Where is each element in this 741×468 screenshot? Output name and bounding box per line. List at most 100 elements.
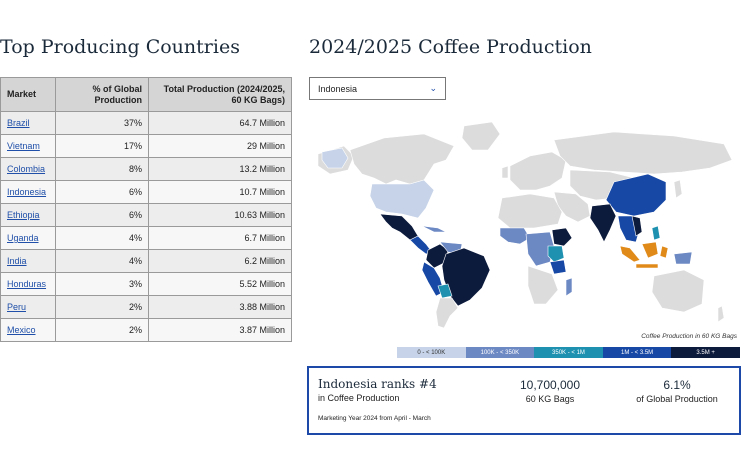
table-header-row: Market % of Global Production Total Prod… [0, 77, 292, 112]
map-country-tanzania [549, 259, 567, 275]
pct-cell: 4% [55, 249, 149, 273]
marketing-year-note: Marketing Year 2024 from April - March [318, 415, 431, 422]
legend-swatch: 3.5M + [671, 347, 740, 358]
rank-card: Indonesia ranks #4 in Coffee Production … [307, 366, 741, 435]
total-cell: 6.2 Million [148, 249, 292, 273]
map-country-papua [673, 251, 693, 265]
share-value: 6.1% [663, 378, 691, 392]
market-link[interactable]: Ethiopia [7, 210, 40, 220]
map-country-alaska-us [321, 147, 349, 169]
map-country-usa [369, 179, 435, 219]
pct-cell: 6% [55, 180, 149, 204]
market-cell: Mexico [0, 318, 56, 342]
share-label: of Global Production [636, 394, 718, 404]
map-land-south-cone [435, 297, 459, 329]
table-row: Uganda 4% 6.7 Million [0, 226, 292, 250]
table-row: Brazil 37% 64.7 Million [0, 111, 292, 135]
bags-value: 10,700,000 [519, 378, 581, 392]
country-select-value: Indonesia [318, 83, 358, 94]
market-link[interactable]: Peru [7, 302, 27, 312]
pct-cell: 37% [55, 111, 149, 135]
map-land-west-africa [499, 227, 531, 245]
map-country-mexico [379, 213, 419, 241]
market-cell: Uganda [0, 226, 56, 250]
bags-stat: 10,700,000 60 KG Bags [505, 378, 595, 404]
legend-swatch: 1M - < 3.5M [602, 347, 672, 358]
legend-swatch: 100K - < 350K [465, 347, 535, 358]
map-country-india [589, 203, 617, 243]
map-land-north-africa [497, 193, 563, 229]
map-land-japan [673, 179, 683, 199]
header-total-production[interactable]: Total Production (2024/2025, 60 KG Bags) [148, 77, 292, 112]
chevron-down-icon: ⌄ [429, 83, 437, 93]
market-cell: India [0, 249, 56, 273]
total-cell: 10.7 Million [148, 180, 292, 204]
total-cell: 3.88 Million [148, 295, 292, 319]
market-link[interactable]: Mexico [7, 325, 36, 335]
map-legend: 0 - < 100K 100K - < 350K 350K - < 1M 1M … [397, 347, 740, 358]
map-land-australia [651, 269, 705, 313]
map-country-uganda-kenya [547, 245, 565, 263]
table-row: India 4% 6.2 Million [0, 249, 292, 273]
legend-swatch: 0 - < 100K [397, 347, 466, 358]
market-link[interactable]: India [7, 256, 27, 266]
market-link[interactable]: Brazil [7, 118, 30, 128]
top-producers-table: Market % of Global Production Total Prod… [0, 77, 292, 342]
market-cell: Brazil [0, 111, 56, 135]
country-select[interactable]: Indonesia ⌄ [309, 77, 446, 100]
map-country-brazil [441, 247, 491, 307]
map-land-southern-africa [527, 265, 559, 305]
map-country-indonesia-borneo [641, 241, 659, 259]
table-row: Mexico 2% 3.87 Million [0, 318, 292, 342]
market-cell: Peru [0, 295, 56, 319]
market-cell: Honduras [0, 272, 56, 296]
total-cell: 13.2 Million [148, 157, 292, 181]
pct-cell: 4% [55, 226, 149, 250]
pct-cell: 2% [55, 295, 149, 319]
market-cell: Colombia [0, 157, 56, 181]
pct-cell: 8% [55, 157, 149, 181]
table-row: Colombia 8% 13.2 Million [0, 157, 292, 181]
map-country-vietnam [631, 215, 643, 237]
market-link[interactable]: Vietnam [7, 141, 40, 151]
total-cell: 64.7 Million [148, 111, 292, 135]
table-row: Ethiopia 6% 10.63 Million [0, 203, 292, 227]
map-land-europe [509, 151, 567, 191]
map-country-bolivia [437, 283, 453, 299]
table-row: Peru 2% 3.88 Million [0, 295, 292, 319]
map-country-indonesia-sumatra [619, 245, 641, 263]
map-country-madagascar [565, 277, 573, 297]
total-cell: 10.63 Million [148, 203, 292, 227]
market-link[interactable]: Uganda [7, 233, 39, 243]
header-pct-global[interactable]: % of Global Production [55, 77, 149, 112]
market-link[interactable]: Colombia [7, 164, 46, 174]
market-cell: Ethiopia [0, 203, 56, 227]
header-market[interactable]: Market [0, 77, 56, 112]
pct-cell: 3% [55, 272, 149, 296]
map-country-ethiopia [551, 227, 573, 247]
map-country-philippines [651, 225, 661, 241]
table-row: Indonesia 6% 10.7 Million [0, 180, 292, 204]
share-stat: 6.1% of Global Production [625, 378, 729, 404]
world-coffee-map [317, 121, 733, 329]
total-cell: 5.52 Million [148, 272, 292, 296]
map-land-greenland [461, 121, 501, 151]
coffee-production-title: 2024/2025 Coffee Production [309, 36, 592, 58]
table-row: Vietnam 17% 29 Million [0, 134, 292, 158]
bags-label: 60 KG Bags [525, 394, 575, 404]
rank-title: Indonesia ranks #4 [318, 377, 437, 391]
market-link[interactable]: Indonesia [7, 187, 47, 197]
map-country-indonesia-sulawesi [659, 245, 669, 259]
market-link[interactable]: Honduras [7, 279, 47, 289]
pct-cell: 6% [55, 203, 149, 227]
legend-swatch: 350K - < 1M [534, 347, 603, 358]
map-land-russia [553, 131, 733, 175]
map-land-new-zealand [717, 305, 725, 323]
total-cell: 6.7 Million [148, 226, 292, 250]
market-cell: Vietnam [0, 134, 56, 158]
top-producing-title: Top Producing Countries [0, 36, 240, 58]
map-country-indonesia-java [635, 263, 659, 269]
pct-cell: 17% [55, 134, 149, 158]
rank-subtitle: in Coffee Production [318, 393, 400, 403]
map-land-uk [501, 165, 509, 179]
